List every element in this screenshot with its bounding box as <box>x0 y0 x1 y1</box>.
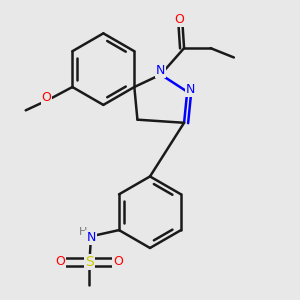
Text: O: O <box>175 13 184 26</box>
Text: N: N <box>86 231 96 244</box>
Text: N: N <box>156 64 165 77</box>
Text: N: N <box>186 83 196 96</box>
Text: O: O <box>56 255 65 268</box>
Text: O: O <box>113 255 123 268</box>
Text: O: O <box>42 92 52 104</box>
Text: H: H <box>80 227 88 237</box>
Text: S: S <box>85 255 94 269</box>
